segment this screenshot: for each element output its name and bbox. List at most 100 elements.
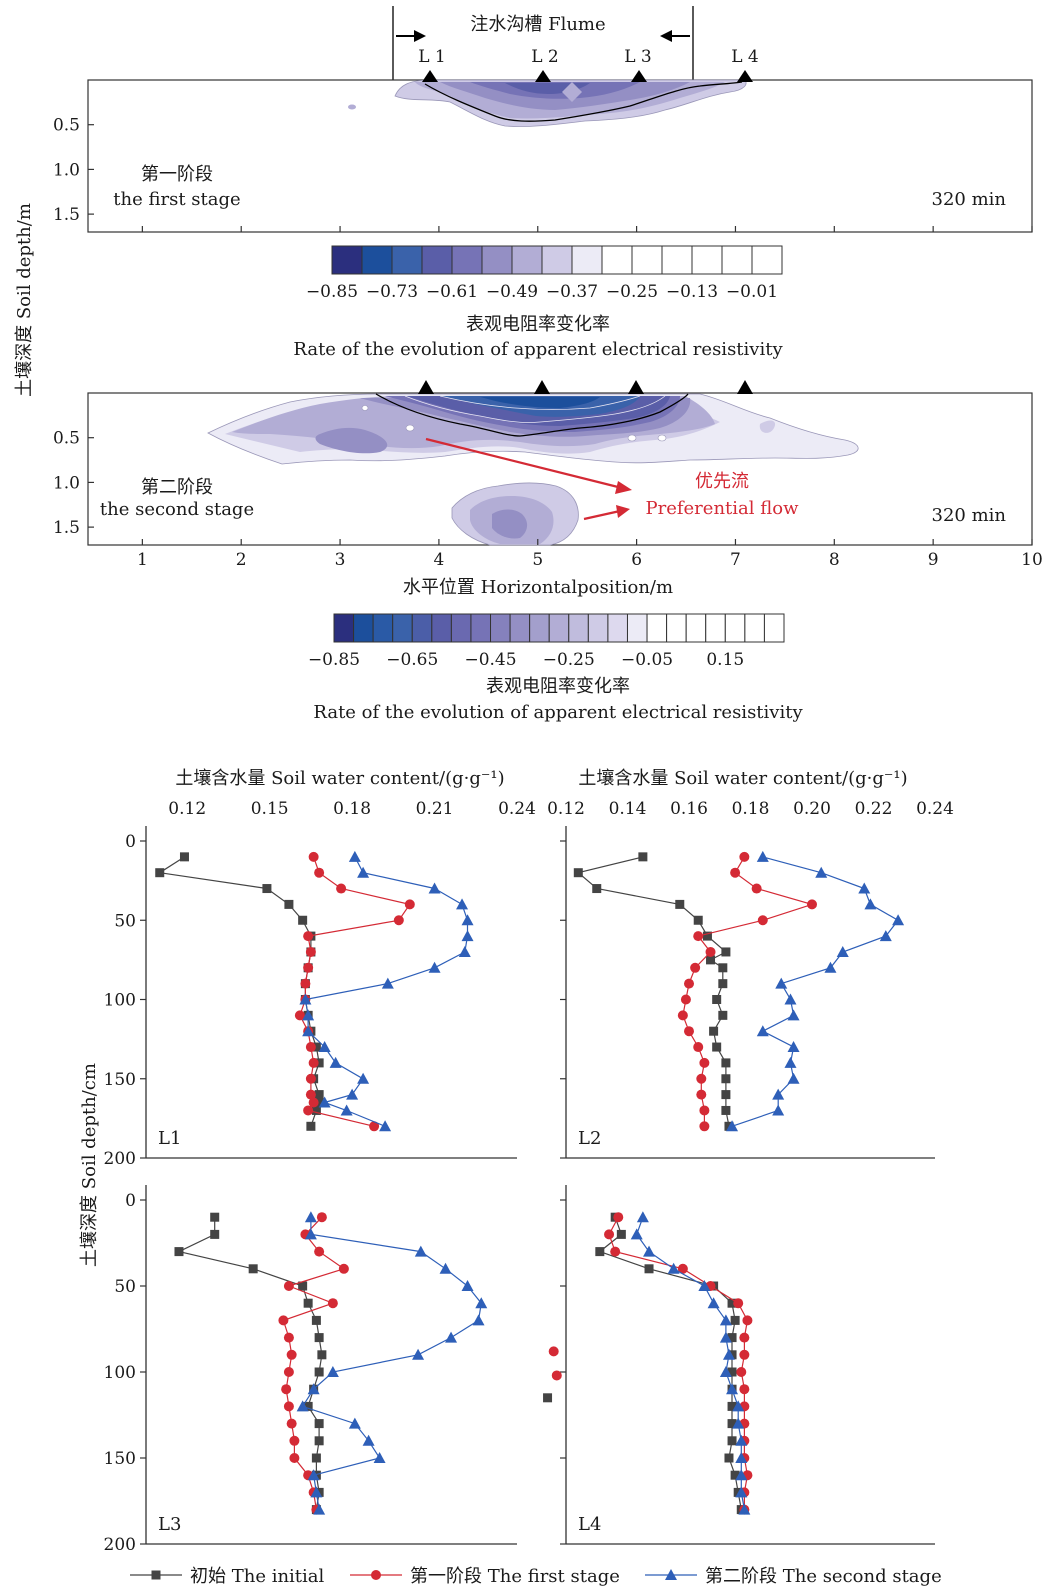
colorbar-tick-label: −0.37 [546,282,598,302]
data-point [151,1570,161,1580]
data-point [719,1314,732,1326]
data-point [735,1469,748,1481]
data-point [727,1436,737,1446]
data-point [739,851,750,862]
data-point [718,1010,728,1020]
data-point [248,1264,258,1274]
electrode-label-l4: L 4 [731,47,759,67]
colorbar-swatch [411,613,433,643]
preferential-flow-label-cn: 优先流 [695,471,749,492]
colorbar-tick-label: −0.45 [464,650,516,670]
data-point [303,1298,313,1308]
x-tick-label: 0.14 [609,799,647,819]
colorbar-tick-label: −0.13 [666,282,718,302]
colorbar-swatch [721,245,753,275]
x-axis-label: 水平位置 Horizontalposition/m [403,577,673,598]
data-point [296,1400,309,1412]
colorbar-swatch [509,613,531,643]
time-label: 320 min [932,189,1007,210]
data-point [308,1097,319,1108]
x-axis-label-left: 土壤含水量 Soil water content/(g·g⁻¹) [175,768,504,789]
legend-label: 第二阶段 The second stage [705,1566,942,1587]
time-label: 320 min [932,505,1007,526]
data-point [643,1245,656,1257]
data-point [709,1026,719,1036]
data-point [721,1105,731,1115]
data-point [439,1262,452,1274]
colorbar-swatch [607,613,628,643]
data-point [311,1453,321,1463]
data-point [311,1105,321,1115]
series-line [731,856,899,1127]
flume-label: 注水沟槽 Flume [470,14,605,35]
colorbar-swatch [431,613,452,643]
ert-panel-first-stage: 0.5 1.0 1.5 第一阶段 the first stage 320 min [53,70,1033,233]
data-point [721,1058,731,1068]
x-tick-label: 0.15 [251,799,289,819]
colorbar-swatch [646,613,668,643]
x-tick-label: 0.24 [498,799,536,819]
data-point [472,1314,485,1326]
data-point [724,1453,734,1463]
data-point [604,1229,615,1240]
data-point [262,884,272,894]
data-point [680,994,691,1005]
data-point [305,946,316,957]
colorbar-swatch [631,245,663,275]
data-point [772,1088,785,1100]
ert-panel-second-stage: 优先流 Preferential flow 0.5 1.0 1.5 1 2 3 4 5 6 7 8… [53,380,1043,598]
y-tick-label: 1.0 [53,160,80,180]
colorbar-swatch [529,613,550,643]
data-point [638,852,648,862]
data-point [693,1042,704,1053]
data-point [316,1212,327,1223]
data-point [739,1349,750,1360]
data-point [327,1298,338,1309]
data-point [475,1297,488,1309]
data-point [336,883,347,894]
ert-x-axis [141,226,1033,232]
data-point [210,1229,220,1239]
data-point [314,1058,324,1068]
data-point [155,868,165,878]
data-point [283,1332,294,1343]
data-point [308,1057,319,1068]
y-tick-label: 0 [125,832,136,852]
data-point [404,899,415,910]
data-point [892,914,905,926]
colorbar-swatch [724,613,746,643]
colorbar-tick-label: 0.15 [706,650,744,670]
data-point [281,1384,292,1395]
data-point [348,1417,361,1429]
electrode-label-l1: L 1 [418,47,446,67]
data-point [751,883,762,894]
data-point [726,1383,739,1395]
data-point [592,884,602,894]
data-point [371,1570,381,1580]
x-tick-label: 6 [631,550,642,570]
data-point [461,1280,474,1291]
colorbar-tick-label: −0.25 [543,650,595,670]
data-point [732,1400,745,1412]
data-point [858,882,871,894]
data-point [738,1503,751,1515]
data-point [787,1009,800,1021]
data-point [712,1042,722,1052]
data-point [784,993,797,1005]
data-point [721,1074,731,1084]
colorbar-swatch [421,245,453,275]
colorbar-swatch [391,245,423,275]
data-point [283,1401,294,1412]
stage-label-cn: 第二阶段 [141,477,213,498]
profile-panel-l2: 0.12 0.14 0.16 0.18 0.20 0.22 0.24 L2 [547,799,954,1159]
data-point [338,1263,349,1274]
colorbar-title-en: Rate of the evolution of apparent electr… [293,339,783,360]
data-point [318,1096,331,1108]
data-point [379,1120,392,1132]
data-point [461,930,474,942]
data-point [613,1212,624,1223]
data-point [428,882,441,894]
y-tick-label: 1.0 [53,473,80,493]
colorbar-tick-label: −0.01 [726,282,778,302]
data-point [317,1350,327,1360]
